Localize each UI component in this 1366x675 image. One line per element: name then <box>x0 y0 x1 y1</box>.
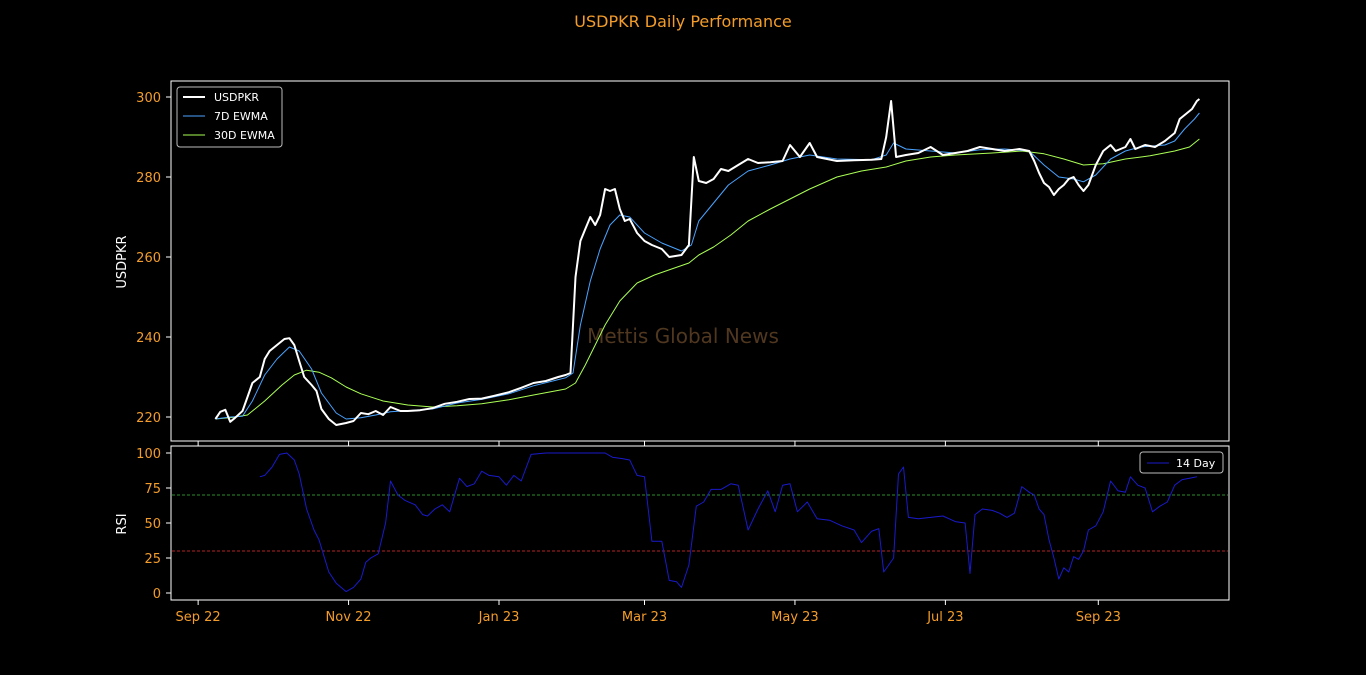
price-y-tick-label: 240 <box>136 331 161 346</box>
x-tick-label: Jan 23 <box>478 610 520 625</box>
x-tick-label: Nov 22 <box>326 610 372 625</box>
series-line-usdpkr <box>214 98 1201 426</box>
rsi-y-tick-label: 100 <box>136 447 161 462</box>
rsi-y-tick-label: 0 <box>153 587 161 602</box>
rsi-y-tick-label: 50 <box>144 517 161 532</box>
price-y-tick-label: 260 <box>136 251 161 266</box>
rsi-y-axis: 0 25 50 75 100 <box>136 447 171 602</box>
x-tick-label: Mar 23 <box>622 610 667 625</box>
price-y-axis-label: USDPKR <box>115 235 130 288</box>
price-panel: Mettis Global News 220 240 260 280 300 USDPK… <box>115 80 1230 442</box>
price-legend: USDPKR 7D EWMA 30D EWMA <box>176 86 283 148</box>
watermark: Mettis Global News <box>587 324 779 348</box>
series-line-14-day <box>259 452 1197 593</box>
price-y-axis: 220 240 260 280 300 <box>136 91 171 426</box>
chart-title: USDPKR Daily Performance <box>574 12 792 31</box>
legend-label-7d-ewma: 7D EWMA <box>214 110 268 123</box>
rsi-legend: 14 Day <box>1139 451 1224 474</box>
x-tick-label: Jul 23 <box>926 610 963 625</box>
price-legend-box <box>176 86 283 148</box>
legend-label-30d-ewma: 30D EWMA <box>214 129 275 142</box>
x-tick-label: May 23 <box>771 610 819 625</box>
x-axis: Sep 22 Nov 22 Jan 23 Mar 23 May 23 Jul 23 Sep … <box>176 441 1121 625</box>
price-y-tick-label: 220 <box>136 411 161 426</box>
rsi-legend-box <box>1139 451 1224 474</box>
rsi-plot-frame <box>170 445 1230 601</box>
price-series-group <box>214 98 1201 426</box>
rsi-y-tick-label: 75 <box>144 482 161 497</box>
price-plot-frame <box>170 80 1230 442</box>
price-y-tick-label: 280 <box>136 171 161 186</box>
rsi-y-axis-label: RSI <box>115 513 130 534</box>
x-tick-label: Sep 23 <box>1076 610 1121 625</box>
legend-label-usdpkr: USDPKR <box>214 91 259 104</box>
x-tick-label: Sep 22 <box>176 610 221 625</box>
price-y-tick-label: 300 <box>136 91 161 106</box>
rsi-panel: 0 25 50 75 100 RSI 14 Day Sep 22 Nov 22 Jan 23… <box>115 441 1230 625</box>
series-line-30d-ewma <box>215 138 1200 420</box>
rsi-y-tick-label: 25 <box>144 552 161 567</box>
rsi-series-group <box>259 452 1197 593</box>
legend-label-14-day: 14 Day <box>1176 457 1216 470</box>
